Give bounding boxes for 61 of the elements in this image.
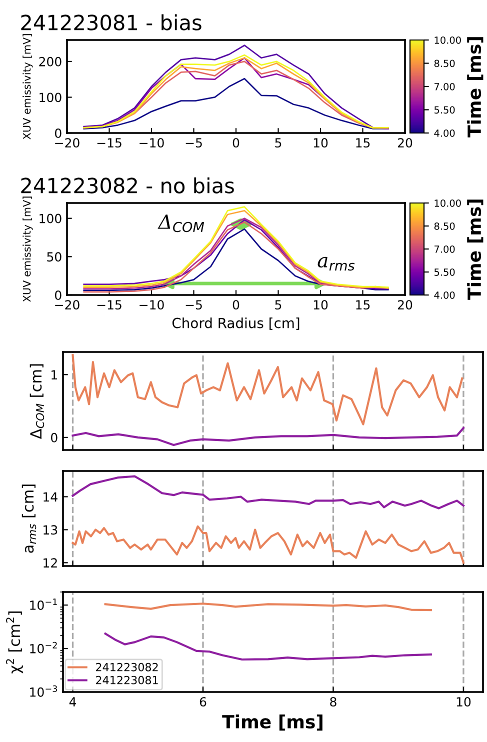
x-tick-label: 10: [456, 697, 471, 707]
color-bar-title: Time [ms]: [467, 200, 484, 300]
color-bar-label: 7.00: [434, 82, 455, 90]
y-tick-label: 0: [55, 128, 62, 138]
color-bar-label: 8.50: [434, 60, 455, 68]
chart-title: 241223082 - no bias: [21, 177, 234, 194]
annotation: Δ$_{COM}$: [158, 214, 204, 232]
y-axis-title: XUV emissivity [mV]: [22, 34, 33, 140]
color-bar-label: 5.50: [434, 106, 455, 114]
y-axis-title: χ$^{2}$ [cm$^{2}$]: [6, 612, 24, 674]
x-axis-title: Time [ms]: [222, 714, 322, 731]
color-bar-title: Time [ms]: [467, 37, 484, 138]
legend-label: 241223081: [96, 676, 158, 684]
annotation: a$_{rms}$: [318, 256, 355, 271]
y-tick-label: 100: [40, 92, 62, 102]
x-tick-label: 4: [69, 697, 76, 706]
x-tick-label: −10: [140, 138, 164, 148]
y-tick-label: 0: [55, 290, 62, 300]
x-tick-label: 20: [398, 300, 412, 310]
y-axis-title: Δ$_{COM}$ [cm]: [30, 364, 44, 439]
x-tick-label: 0: [232, 138, 240, 148]
y-tick-label: 14: [44, 492, 58, 502]
x-tick-label: 5: [275, 138, 282, 148]
x-tick-label: 6: [200, 697, 206, 707]
color-bar-label: 4.00: [434, 129, 455, 137]
y-tick-label: 1: [52, 370, 57, 380]
x-tick-label: −15: [97, 300, 122, 310]
y-tick-label: 0: [51, 432, 58, 442]
x-tick-label: 10: [314, 138, 328, 148]
y-tick-label: 10$^{−1}$: [30, 598, 57, 610]
chart-title: 241223081 - bias: [21, 14, 202, 30]
y-tick-label: 13: [44, 525, 58, 535]
y-axis-title: a$_{rms}$ [cm]: [22, 484, 36, 553]
x-tick-label: 15: [356, 138, 370, 148]
x-tick-label: −5: [186, 300, 202, 310]
color-bar-label: 4.00: [434, 291, 455, 299]
x-tick-label: −5: [186, 138, 202, 148]
color-bar-label: 10.00: [434, 199, 461, 207]
color-bar-label: 7.00: [434, 245, 455, 253]
color-bar-label: 10.00: [434, 36, 461, 44]
y-axis-title: XUV emissivity [mV]: [22, 196, 33, 302]
x-tick-label: 8: [330, 697, 336, 707]
y-tick-label: 200: [39, 56, 62, 66]
color-bar-label: 8.50: [434, 222, 455, 230]
x-tick-label: 10: [314, 300, 328, 310]
y-tick-label: 10$^{−3}$: [30, 685, 57, 697]
x-tick-label: −20: [55, 138, 80, 148]
x-tick-label: 0: [232, 300, 240, 310]
x-tick-label: −20: [55, 300, 80, 310]
legend-label: 241223082: [96, 662, 158, 672]
x-tick-label: 15: [356, 300, 370, 310]
x-tick-label: −10: [140, 300, 164, 310]
color-bar-label: 5.50: [434, 268, 455, 276]
y-tick-label: 12: [44, 558, 57, 568]
y-tick-label: 50: [47, 252, 62, 262]
x-tick-label: 5: [275, 300, 282, 310]
x-axis-title: Chord Radius [cm]: [172, 318, 300, 330]
y-tick-label: 10$^{−2}$: [30, 642, 57, 654]
x-tick-label: −15: [97, 138, 122, 148]
y-tick-label: 100: [40, 214, 62, 224]
x-tick-label: 20: [398, 138, 412, 148]
